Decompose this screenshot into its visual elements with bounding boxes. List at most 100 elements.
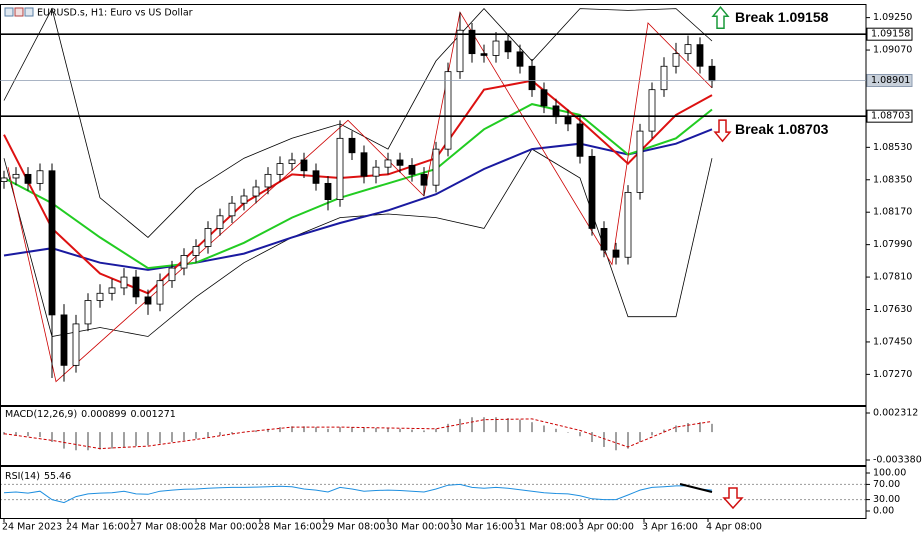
macd-bar [339, 427, 341, 433]
level-label: 1.08901 [871, 75, 910, 86]
macd-bar [471, 417, 473, 433]
candle-body [672, 53, 680, 67]
candle-body [24, 173, 32, 184]
y-tick-label: 0.00 [873, 506, 894, 517]
x-tick-label: 28 Mar 16:00 [258, 522, 321, 533]
rsi-down-arrow [722, 487, 744, 510]
candle-body [252, 186, 260, 197]
macd-bar [675, 425, 677, 433]
level-label-box [866, 73, 913, 87]
chart-title: EURUSD.s, H1: Euro vs US Dollar [37, 8, 193, 19]
macd-bar [3, 432, 5, 435]
macd-bar [123, 432, 125, 447]
macd-bar [531, 422, 533, 433]
zigzag-line [7, 11, 713, 383]
macd-bar [303, 426, 305, 433]
macd-bar [267, 428, 269, 433]
macd-bar [399, 428, 401, 433]
icon [4, 7, 14, 17]
macd-bar [231, 432, 233, 434]
macd-bar [255, 430, 257, 433]
candle-body [696, 44, 704, 67]
candle-body [348, 137, 356, 154]
y-tick-label: 1.07270 [873, 369, 912, 380]
macd-bar [411, 429, 413, 433]
macd-bar [375, 427, 377, 433]
candle-body [372, 166, 380, 177]
candle-body [288, 159, 296, 164]
candle-body [420, 173, 428, 186]
x-tick-label: 3 Apr 00:00 [578, 522, 634, 533]
macd-bar [639, 432, 641, 443]
candle-body [588, 155, 596, 229]
macd-bar [147, 432, 149, 446]
candle-body [192, 246, 200, 256]
candle-body [324, 182, 332, 200]
candle-body [600, 228, 608, 251]
level-label-box [866, 109, 913, 123]
panel [0, 483, 866, 504]
rsi-line [3, 483, 713, 504]
x-tick-label: 27 Mar 08:00 [130, 522, 193, 533]
x-tick-label: 24 Mar 2023 [2, 522, 62, 533]
macd-bar [63, 432, 65, 449]
macd-bar [459, 418, 461, 433]
macd-header-part: 0.001271 [131, 409, 176, 420]
candle-body [72, 323, 80, 366]
candle-body [396, 159, 404, 166]
macd-bar [135, 432, 137, 447]
plot-layer [0, 7, 866, 504]
macd-bar [363, 427, 365, 433]
macd-bar [87, 432, 89, 451]
x-tick-label: 30 Mar 16:00 [450, 522, 513, 533]
candle-body [492, 40, 500, 56]
candle-body [516, 51, 524, 67]
signal-line [3, 418, 713, 450]
macd-bar [111, 432, 113, 449]
candle-body [708, 65, 716, 82]
macd-bar [543, 425, 545, 433]
down-arrow [713, 119, 732, 143]
candle-body [480, 53, 488, 56]
macd-bar [423, 430, 425, 433]
rsi-panel-frame [0, 466, 867, 519]
macd-bar [387, 427, 389, 433]
candle-body [240, 195, 248, 204]
macd-bar [27, 432, 29, 437]
candle-body [624, 191, 632, 258]
macd-bar [603, 432, 605, 447]
level-label: 1.09158 [871, 29, 910, 40]
rsi-header-part: RSI(14) [5, 471, 40, 482]
macd-bar [99, 432, 101, 450]
macd-bar [327, 428, 329, 433]
macd-bar [615, 432, 617, 451]
macd-bar [663, 429, 665, 433]
y-tick-label: 1.09250 [873, 12, 912, 23]
candle-body [36, 170, 44, 184]
macd-bar [687, 423, 689, 433]
candle-body [504, 40, 512, 53]
macd-bar [219, 432, 221, 436]
candle-body [204, 228, 212, 247]
macd-bar [315, 427, 317, 433]
rsi-trend-line [679, 483, 713, 493]
macd-bar [435, 428, 437, 433]
panel [3, 417, 713, 451]
panel [0, 7, 716, 383]
y-tick-label: 1.07990 [873, 239, 912, 250]
macd-bar [579, 432, 581, 437]
y-tick-label: 0.002312 [873, 408, 918, 419]
macd-bar [207, 432, 209, 438]
indicator-line [3, 128, 713, 271]
price-panel-frame [0, 4, 867, 406]
candle-body [144, 296, 152, 305]
macd-bar [447, 423, 449, 433]
up-arrow [711, 6, 730, 29]
candle-body [228, 202, 236, 217]
candle-body [12, 173, 20, 179]
macd-bar [279, 427, 281, 433]
x-tick-label: 4 Apr 08:00 [706, 522, 762, 533]
candle-body [648, 89, 656, 132]
level-label: 1.08703 [871, 111, 910, 122]
